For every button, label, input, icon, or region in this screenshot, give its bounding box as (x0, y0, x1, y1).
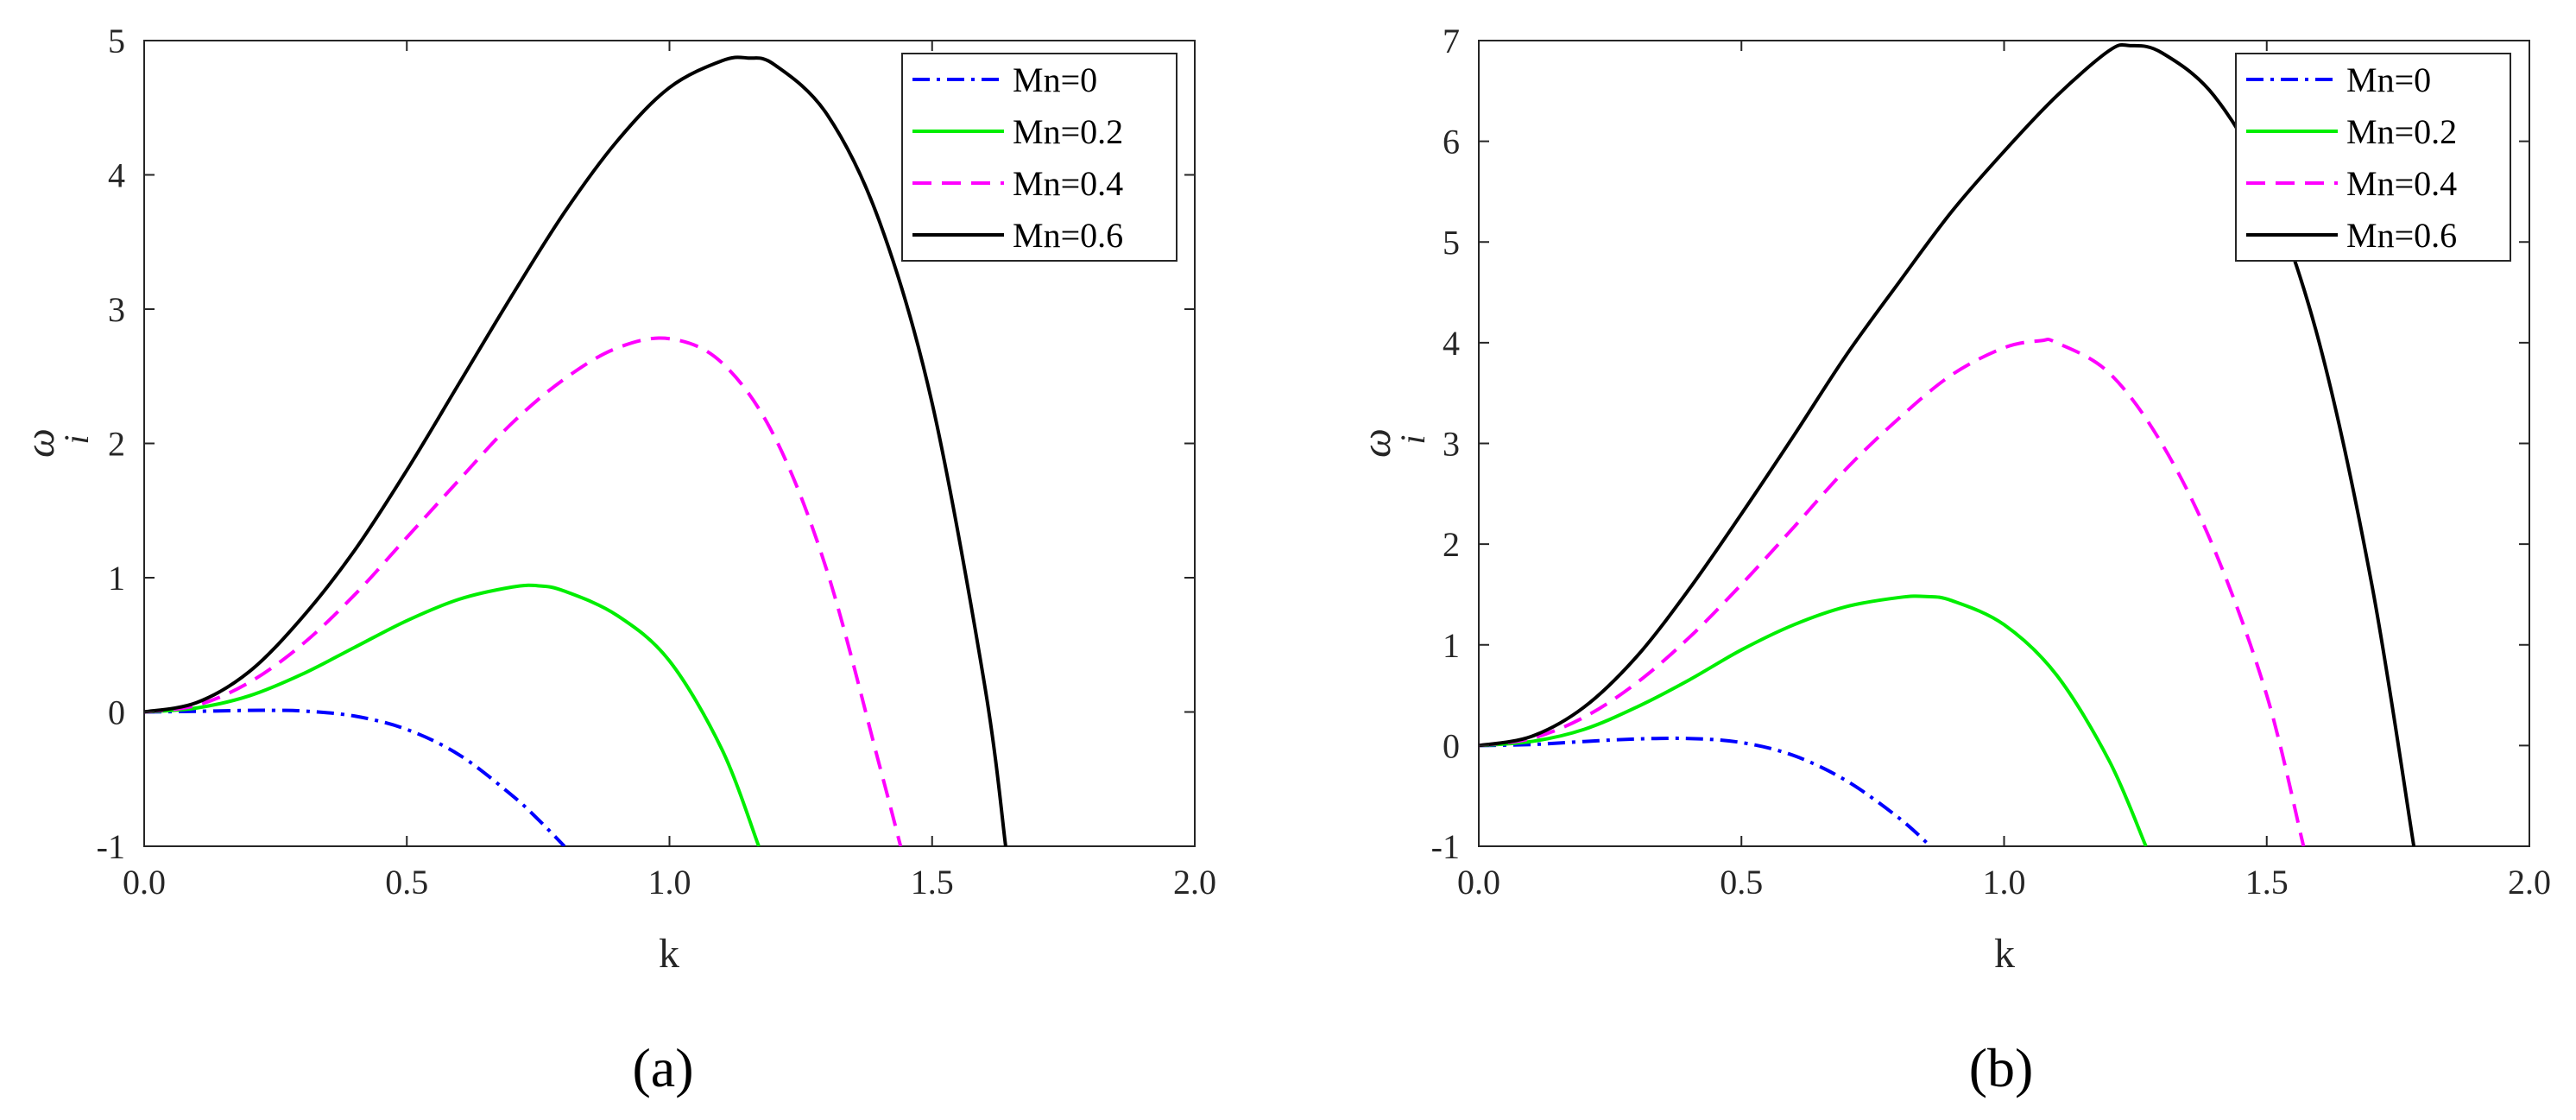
series-line-a-mn-0-2 (144, 583, 761, 846)
legend-label-b: Mn=0 (2346, 60, 2431, 99)
x-tick-label-a: 2.0 (1173, 863, 1216, 902)
legend-label-b: Mn=0.4 (2346, 164, 2457, 203)
series-line-b-mn-0 (1479, 736, 1932, 846)
panel-label-a: (a) (632, 1037, 693, 1098)
x-tick-label-b: 0.0 (1457, 863, 1500, 902)
legend-b: Mn=0 Mn=0.2 Mn=0.4 Mn=0.6 (2235, 53, 2511, 262)
x-axis-label-a: k (659, 931, 679, 977)
legend-box-b (2235, 53, 2511, 262)
y-tick-label-b: 3 (1443, 425, 1460, 464)
y-axis-label-b-main: ω (1354, 428, 1399, 458)
x-tick-label-b: 1.0 (1983, 863, 2026, 902)
legend-label-a: Mn=0.4 (1013, 164, 1123, 203)
y-axis-label-b: ω i (1354, 428, 1432, 458)
y-tick-label-b: 0 (1443, 726, 1460, 765)
x-tick-label-a: 0.0 (123, 863, 166, 902)
x-tick-label-a: 0.5 (385, 863, 428, 902)
x-tick-label-b: 1.5 (2245, 863, 2289, 902)
y-tick-label-a: 5 (108, 22, 125, 60)
legend-box-a (901, 53, 1178, 262)
y-axis-label-a: ω i (17, 428, 96, 458)
x-tick-label-a: 1.0 (648, 863, 691, 902)
legend-label-b: Mn=0.2 (2346, 112, 2457, 151)
y-axis-label-a-main: ω (17, 428, 63, 458)
y-tick-label-a: -1 (97, 827, 125, 866)
y-axis-label-b-sub: i (1393, 434, 1432, 444)
y-tick-label-b: 7 (1443, 22, 1460, 60)
legend-label-a: Mn=0.6 (1013, 216, 1123, 255)
y-tick-label-b: 5 (1443, 223, 1460, 262)
y-tick-label-a: 3 (108, 290, 125, 329)
legend-label-a: Mn=0 (1013, 60, 1097, 99)
x-tick-label-b: 2.0 (2508, 863, 2551, 902)
series-line-a-mn-0 (144, 708, 566, 846)
y-tick-label-b: 1 (1443, 626, 1460, 665)
legend-label-b: Mn=0.6 (2346, 216, 2457, 255)
y-axis-label-a-sub: i (57, 434, 96, 444)
legend-label-a: Mn=0.2 (1013, 112, 1123, 151)
x-tick-label-b: 0.5 (1720, 863, 1763, 902)
y-tick-label-a: 0 (108, 693, 125, 732)
series-line-b-mn-0-2 (1479, 594, 2148, 846)
y-tick-label-b: 4 (1443, 324, 1460, 363)
y-tick-label-b: -1 (1431, 827, 1460, 866)
series-line-a-mn-0-6 (144, 55, 1007, 846)
y-tick-label-b: 6 (1443, 123, 1460, 161)
x-tick-label-a: 1.5 (911, 863, 954, 902)
x-axis-label-b: k (1994, 931, 2015, 977)
series-line-b-mn-0-4 (1479, 338, 2306, 846)
y-tick-label-b: 2 (1443, 525, 1460, 564)
y-tick-label-a: 2 (108, 425, 125, 464)
y-tick-label-a: 4 (108, 156, 125, 195)
legend-a: Mn=0 Mn=0.2 Mn=0.4 Mn=0.6 (901, 53, 1178, 262)
panel-a: 0.0 0.5 1.0 1.5 2.0 -1 0 1 2 3 4 5 k ω i Mn=0 Mn=0.2… (17, 22, 1216, 1098)
series-line-b-mn-0-6 (1479, 42, 2416, 846)
y-tick-label-a: 1 (108, 559, 125, 598)
panel-label-b: (b) (1969, 1037, 2034, 1098)
